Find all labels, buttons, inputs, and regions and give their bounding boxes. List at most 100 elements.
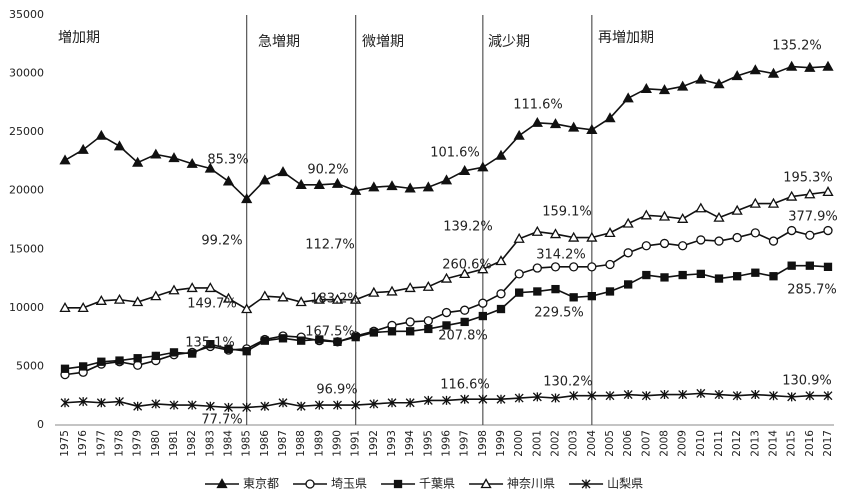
point: [550, 262, 561, 272]
x-tick-label: 1977: [95, 430, 107, 457]
x-tick-label: 1975: [59, 430, 71, 457]
x-tick-label: 1985: [241, 430, 253, 457]
x-tick-label: 2001: [531, 430, 543, 457]
point: [278, 398, 288, 408]
point: [204, 162, 216, 173]
point: [222, 175, 235, 186]
point: [513, 129, 525, 140]
point: [60, 364, 70, 373]
point: [333, 400, 342, 410]
point: [569, 262, 579, 272]
period-label: 微増期: [362, 34, 404, 50]
period-label: 増加期: [58, 30, 100, 46]
point: [695, 73, 707, 84]
x-tick-label: 2006: [622, 430, 634, 457]
point: [422, 280, 434, 291]
point: [387, 398, 397, 408]
point: [169, 400, 179, 410]
point: [677, 80, 689, 91]
point: [459, 164, 471, 175]
x-tick-label: 1993: [386, 430, 398, 457]
point: [259, 174, 271, 185]
annotation: 99.2%: [201, 234, 242, 249]
point: [659, 238, 670, 249]
point: [605, 287, 615, 296]
point: [277, 166, 289, 177]
point: [478, 394, 488, 404]
legend-label: 神奈川県: [507, 477, 555, 491]
x-tick-label: 1992: [368, 430, 380, 457]
point: [496, 304, 506, 314]
legend-label: 埼玉県: [331, 477, 367, 491]
annotation: 116.6%: [440, 378, 490, 393]
point: [787, 392, 797, 402]
point: [769, 272, 778, 281]
x-tick-label: 1982: [186, 430, 198, 457]
period-label: 再増加期: [598, 30, 654, 46]
point: [404, 282, 416, 293]
point: [714, 274, 724, 283]
point: [604, 227, 616, 238]
point: [549, 228, 562, 239]
point: [150, 290, 162, 301]
point: [713, 78, 725, 89]
annotation: 90.2%: [307, 163, 348, 178]
annotation: 167.5%: [305, 325, 355, 340]
point: [350, 293, 362, 304]
point: [641, 241, 651, 251]
period-label: 急増期: [258, 34, 300, 50]
point: [423, 395, 433, 405]
point: [641, 391, 651, 401]
point: [423, 316, 433, 326]
point: [678, 390, 688, 400]
annotation: 85.3%: [207, 153, 248, 168]
point: [277, 291, 289, 302]
x-tick-label: 1999: [495, 430, 507, 457]
point: [97, 357, 106, 366]
point: [295, 179, 307, 190]
point: [640, 82, 652, 93]
point: [78, 397, 88, 407]
x-tick-label: 2012: [731, 430, 743, 457]
annotation: 135.2%: [772, 39, 822, 54]
point: [60, 398, 70, 408]
point: [805, 261, 814, 270]
series: [59, 60, 834, 204]
annotation: 377.9%: [788, 210, 838, 225]
point: [731, 204, 743, 215]
x-tick-label: 2007: [640, 430, 652, 457]
point: [296, 401, 306, 411]
point: [822, 186, 834, 197]
point: [331, 177, 344, 188]
x-tick-label: 2017: [822, 430, 834, 457]
point: [658, 84, 671, 95]
point: [369, 328, 378, 337]
x-tick-label: 1981: [168, 430, 180, 457]
point: [440, 272, 453, 283]
x-tick-label: 2009: [677, 430, 689, 457]
point: [532, 392, 542, 402]
point: [278, 334, 288, 343]
point: [151, 351, 160, 361]
point: [768, 236, 779, 246]
series: [60, 388, 833, 412]
point: [586, 231, 598, 242]
y-tick-label: 5000: [16, 359, 44, 372]
point: [460, 305, 470, 315]
x-tick-label: 1996: [441, 430, 453, 457]
point: [587, 291, 596, 301]
point: [442, 321, 451, 330]
point: [551, 393, 560, 403]
x-tick-label: 2013: [749, 430, 761, 457]
point: [605, 259, 615, 270]
point: [786, 190, 798, 201]
x-tick-label: 1997: [459, 430, 471, 457]
y-tick-label: 35000: [9, 8, 44, 21]
point: [804, 188, 816, 199]
point: [532, 263, 542, 273]
point: [714, 390, 724, 400]
point: [696, 269, 705, 279]
annotation: 130.2%: [543, 375, 593, 390]
point: [222, 292, 235, 303]
series: [59, 186, 834, 314]
